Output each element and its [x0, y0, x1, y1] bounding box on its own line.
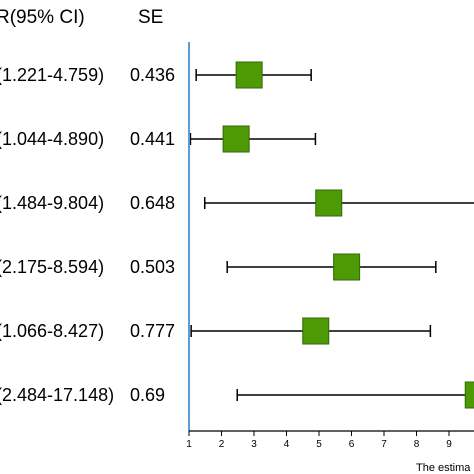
forest-row: (2.484-17.148) 0.69	[0, 381, 474, 409]
forest-row: (1.484-9.804) 0.648	[0, 189, 474, 217]
x-tick-label: 6	[349, 439, 355, 450]
estimate-marker	[315, 189, 343, 217]
x-axis-title: The estima	[416, 462, 471, 474]
ci-label: (1.066-8.427)	[0, 321, 104, 341]
estimate-marker	[222, 125, 250, 153]
ci-label: (1.221-4.759)	[0, 65, 104, 85]
ci-column-header: R(95% CI)	[0, 7, 85, 28]
estimate-marker	[302, 317, 330, 345]
forest-row: (1.221-4.759) 0.436	[0, 61, 312, 89]
x-tick-label: 5	[316, 439, 322, 450]
x-tick-label: 2	[219, 439, 225, 450]
x-tick-label: 9	[446, 439, 452, 450]
se-label: 0.503	[130, 257, 175, 277]
x-tick-label: 3	[251, 439, 257, 450]
forest-row: (2.175-8.594) 0.503	[0, 253, 437, 281]
estimate-marker	[333, 253, 361, 281]
ci-label: (2.175-8.594)	[0, 257, 104, 277]
forest-row: (1.044-4.890) 0.441	[0, 125, 317, 153]
se-column-header: SE	[138, 7, 163, 28]
se-label: 0.777	[130, 321, 175, 341]
se-label: 0.441	[130, 129, 175, 149]
ci-label: (2.484-17.148)	[0, 385, 114, 405]
forest-row: (1.066-8.427) 0.777	[0, 317, 432, 345]
x-tick-label: 8	[414, 439, 420, 450]
ci-label: (1.484-9.804)	[0, 193, 104, 213]
ci-label: (1.044-4.890)	[0, 129, 104, 149]
se-label: 0.69	[130, 385, 165, 405]
forest-rows: (1.221-4.759) 0.436 (1.044-4.890) 0.441 (1.4…	[0, 61, 474, 409]
se-label: 0.648	[130, 193, 175, 213]
x-tick-label: 7	[381, 439, 387, 450]
x-tick-label: 1	[186, 439, 192, 450]
x-axis: 1 2 3 4 5 6 7 8 9	[186, 430, 474, 450]
estimate-marker	[464, 381, 474, 409]
x-tick-label: 4	[284, 439, 290, 450]
estimate-marker	[235, 61, 263, 89]
se-label: 0.436	[130, 65, 175, 85]
